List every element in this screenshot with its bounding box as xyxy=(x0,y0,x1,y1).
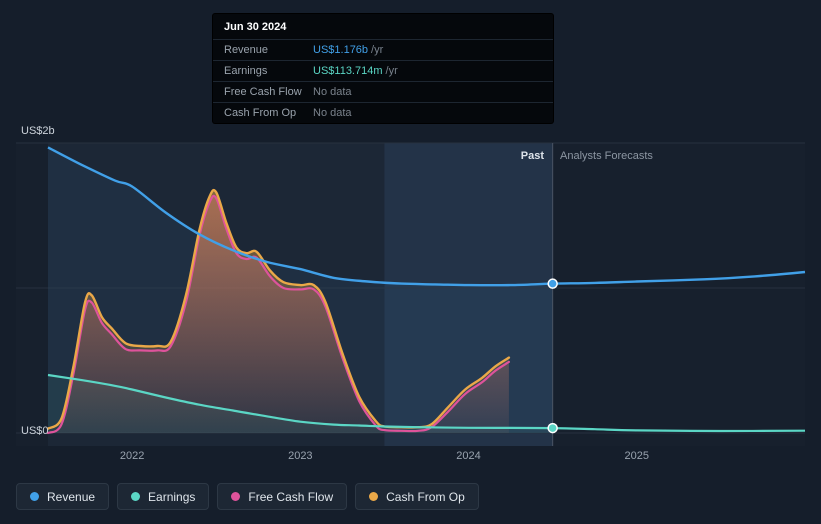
tooltip-revenue-unit: /yr xyxy=(371,44,384,56)
tooltip-fcf-label: Free Cash Flow xyxy=(224,86,302,98)
tooltip-row-revenue: Revenue US$1.176b /yr xyxy=(213,39,553,60)
tooltip-fcf-value: No data xyxy=(313,86,352,98)
past-label: Past xyxy=(520,150,544,162)
tooltip-row-free-cash-flow: Free Cash Flow No data xyxy=(213,81,553,102)
chart-tooltip: Jun 30 2024 Revenue US$1.176b /yr Earnin… xyxy=(213,14,553,123)
legend-revenue-label: Revenue xyxy=(47,489,96,504)
tooltip-cashop-label: Cash From Op xyxy=(224,107,297,119)
legend-earnings-label: Earnings xyxy=(148,489,196,504)
tooltip-row-earnings: Earnings US$113.714m /yr xyxy=(213,60,553,81)
tooltip-date: Jun 30 2024 xyxy=(224,21,287,33)
legend-fcf-label: Free Cash Flow xyxy=(248,489,334,504)
tooltip-cashop-value: No data xyxy=(313,107,352,119)
legend-toggle-cash-from-op[interactable]: Cash From Op xyxy=(355,483,479,510)
chart-legend: Revenue Earnings Free Cash Flow Cash Fro… xyxy=(16,483,479,510)
tooltip-earnings-value: US$113.714m xyxy=(313,65,383,77)
analysts-forecasts-label: Analysts Forecasts xyxy=(560,150,653,162)
tooltip-revenue-value: US$1.176b xyxy=(313,44,369,56)
free-cash-flow-series-dot-icon xyxy=(231,492,241,501)
legend-toggle-free-cash-flow[interactable]: Free Cash Flow xyxy=(217,483,348,510)
tooltip-revenue-label: Revenue xyxy=(224,44,269,56)
cash-from-op-series-dot-icon xyxy=(369,492,379,501)
tooltip-earnings-unit: /yr xyxy=(385,65,398,77)
chart-canvas[interactable] xyxy=(0,0,821,470)
tooltip-row-cash-from-op: Cash From Op No data xyxy=(213,102,553,123)
earnings-series-dot-icon xyxy=(131,492,141,501)
legend-toggle-earnings[interactable]: Earnings xyxy=(117,483,210,510)
revenue-series-dot-icon xyxy=(30,492,39,501)
legend-toggle-revenue[interactable]: Revenue xyxy=(16,483,110,510)
legend-cashop-label: Cash From Op xyxy=(386,489,465,504)
tooltip-earnings-label: Earnings xyxy=(224,65,268,77)
